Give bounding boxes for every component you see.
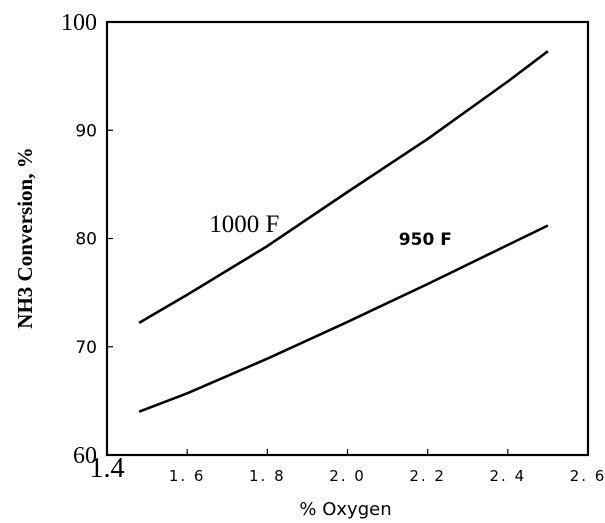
y-axis-label: NH3 Conversion, % xyxy=(13,147,37,328)
plot-border xyxy=(105,20,590,457)
x-tick-label: 2. 2 xyxy=(409,467,446,485)
series-line-1 xyxy=(138,224,549,413)
plot-frame xyxy=(105,20,590,457)
x-tick-label: 1. 6 xyxy=(169,467,206,485)
x-tick-label: 2. 6 xyxy=(570,467,605,485)
y-axis-ticks: 60 70 80 90 100 xyxy=(61,10,113,469)
y-tick-label: 100 xyxy=(61,10,97,36)
x-axis-label: % Oxygen xyxy=(299,499,391,520)
x-tick-label: 2. 0 xyxy=(329,467,366,485)
series-annotation: 1000 F xyxy=(209,211,279,238)
series-annotation: 950 F xyxy=(399,230,452,250)
y-tick-label: 80 xyxy=(75,230,97,250)
x-tick-label: 1. 8 xyxy=(249,467,286,485)
x-tick-label: 2. 4 xyxy=(490,467,527,485)
x-axis-ticks: 1.4 1. 6 1. 8 2. 0 2. 2 2. 4 2. 6 xyxy=(90,449,605,485)
y-tick-label: 70 xyxy=(75,338,97,358)
annotations: 1000 F 950 F xyxy=(209,211,452,250)
series-line-0 xyxy=(138,50,549,325)
y-tick-label: 60 xyxy=(73,443,97,469)
series-layer xyxy=(138,50,549,413)
y-tick-label: 90 xyxy=(75,121,97,141)
x-tick-label: 1.4 xyxy=(90,453,125,484)
